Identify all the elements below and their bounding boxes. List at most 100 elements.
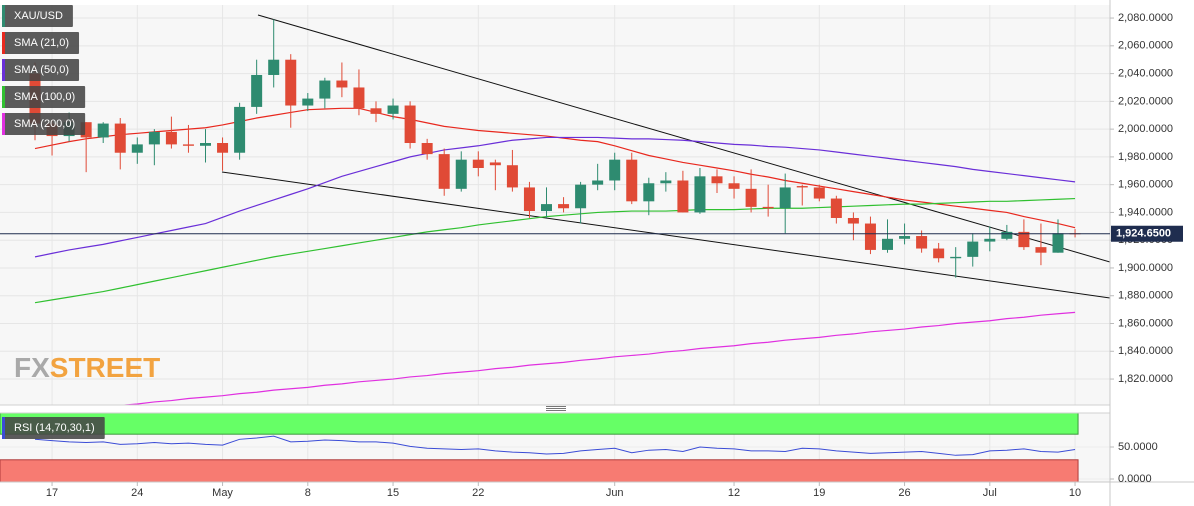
y-tick-label: 1,940.0000 xyxy=(1118,206,1173,218)
candle-body xyxy=(80,122,92,138)
candle-body xyxy=(148,131,160,145)
watermark-fx: FX xyxy=(14,352,50,383)
candle-body xyxy=(421,143,433,155)
candle-body xyxy=(728,183,740,189)
y-tick-label: 2,040.0000 xyxy=(1118,67,1173,79)
candle-body xyxy=(592,180,604,185)
x-tick-label: 19 xyxy=(813,487,825,499)
y-tick-label: 2,020.0000 xyxy=(1118,95,1173,107)
x-tick-label: 17 xyxy=(46,487,58,499)
overlay: 17 24 May 8 15 22 Jun 12 19 26 Jul 10 1,820.0000 1,84… xyxy=(0,5,1183,499)
legend-box xyxy=(2,5,73,27)
x-tick-label: May xyxy=(212,487,233,499)
candle-body xyxy=(1001,231,1013,239)
oversold-band xyxy=(0,459,1079,482)
y-tick-label: 2,060.0000 xyxy=(1118,40,1173,52)
candle-body xyxy=(967,241,979,257)
sma-line xyxy=(34,197,1076,304)
y-tick-label: 2,080.0000 xyxy=(1118,12,1173,24)
trendline xyxy=(221,171,1110,299)
candle-body xyxy=(711,176,723,184)
candle-body xyxy=(1052,233,1064,253)
candle-body xyxy=(387,105,399,114)
legend-label: RSI (14,70,30,1) xyxy=(14,422,95,434)
legend-label: XAU/USD xyxy=(14,10,63,22)
x-tick-label: 24 xyxy=(131,487,143,499)
candle-body xyxy=(353,87,365,109)
last-price-box xyxy=(1111,225,1183,242)
legend-swatch xyxy=(2,32,5,54)
candle-body xyxy=(813,187,825,199)
candle-body xyxy=(489,162,501,166)
x-tick-label: Jul xyxy=(983,487,997,499)
y-tick-label: 1,840.0000 xyxy=(1118,345,1173,357)
x-tick-label: 10 xyxy=(1069,487,1081,499)
candle-body xyxy=(336,80,348,88)
panel-grip[interactable] xyxy=(546,406,566,411)
candle-body xyxy=(830,198,842,218)
candle-body xyxy=(864,223,876,250)
candle-body xyxy=(319,80,331,99)
candle-body xyxy=(745,188,757,207)
legend-box xyxy=(2,417,105,439)
x-tick-label: 12 xyxy=(728,487,740,499)
legend-box xyxy=(2,86,86,108)
y-tick-label: 1,900.0000 xyxy=(1118,262,1173,274)
candle-body xyxy=(285,59,297,106)
rsi-plot xyxy=(0,413,1079,482)
legend-label: SMA (50,0) xyxy=(14,64,69,76)
candle-body xyxy=(217,143,229,153)
legend-box xyxy=(2,32,80,54)
legend-swatch xyxy=(2,417,5,439)
watermark-street: STREET xyxy=(50,352,160,383)
legend-entry[interactable]: SMA (200,0) xyxy=(2,113,86,135)
candle-body xyxy=(182,144,194,146)
legend-entry[interactable]: SMA (21,0) xyxy=(2,32,80,54)
legend-entry[interactable]: SMA (100,0) xyxy=(2,86,86,108)
candle-body xyxy=(302,98,314,106)
trendline xyxy=(257,14,1110,263)
candle-body xyxy=(114,123,126,153)
candle-body xyxy=(950,256,962,259)
y-tick-label: 0.0000 xyxy=(1118,473,1152,485)
candle-body xyxy=(796,186,808,188)
candle-body xyxy=(762,206,774,209)
candle-body xyxy=(847,217,859,224)
candle-body xyxy=(558,204,570,209)
candle-body xyxy=(1018,231,1030,248)
overbought-band xyxy=(0,413,1079,435)
legend-swatch xyxy=(2,5,5,27)
candle-body xyxy=(472,159,484,168)
candle-body xyxy=(984,238,996,242)
candle-body xyxy=(370,108,382,114)
candle-body xyxy=(609,159,621,181)
candle-body xyxy=(268,59,280,75)
candle-body xyxy=(882,238,893,250)
x-tick-label: 26 xyxy=(898,487,910,499)
x-tick-label: Jun xyxy=(606,487,624,499)
candle-body xyxy=(455,159,467,189)
legend-box xyxy=(2,113,86,135)
x-tick-label: 8 xyxy=(305,487,311,499)
candle-body xyxy=(916,236,928,249)
legend-label: SMA (200,0) xyxy=(14,118,75,130)
legend-entry[interactable]: XAU/USD xyxy=(2,5,73,27)
y-tick-label: 2,000.0000 xyxy=(1118,123,1173,135)
candle-body xyxy=(643,183,655,202)
legend-box xyxy=(2,59,80,81)
candle-body xyxy=(506,165,518,188)
x-tick-label: 22 xyxy=(472,487,484,499)
legend-entry[interactable]: SMA (50,0) xyxy=(2,59,80,81)
candle-body xyxy=(97,123,109,138)
legend-swatch xyxy=(2,86,5,108)
candle-body xyxy=(165,131,177,145)
legend-label: SMA (21,0) xyxy=(14,37,69,49)
candle-body xyxy=(1035,247,1047,253)
y-tick-label: 50.0000 xyxy=(1118,441,1158,453)
legend-entry[interactable]: RSI (14,70,30,1) xyxy=(2,417,105,439)
legend-label: SMA (100,0) xyxy=(14,91,75,103)
candle-body xyxy=(131,144,143,153)
y-tick-label: 1,980.0000 xyxy=(1118,151,1173,163)
